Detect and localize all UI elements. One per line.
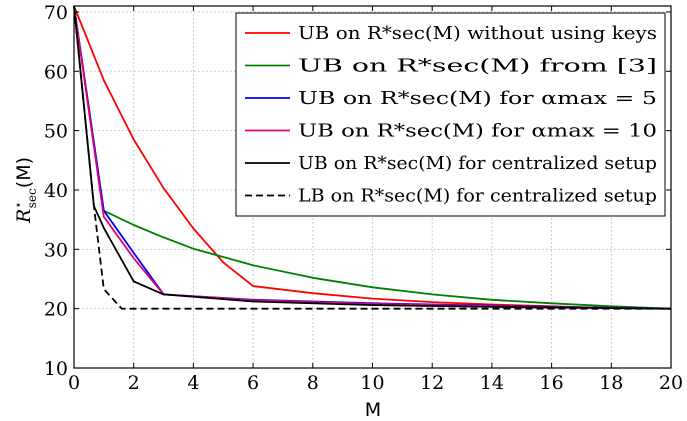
series-line-2 bbox=[73, 5, 672, 310]
x-tick-label: 2 bbox=[128, 372, 140, 394]
y-tick-label: 50 bbox=[44, 121, 68, 143]
svg-text:R⋆sec(M): R⋆sec(M) bbox=[11, 157, 39, 224]
legend-label: UB on R*sec(M) without using keys bbox=[298, 23, 657, 44]
y-tick-label: 30 bbox=[44, 239, 68, 261]
x-tick-label: 10 bbox=[360, 372, 384, 394]
series-line-5 bbox=[73, 5, 672, 310]
x-tick-label: 14 bbox=[480, 372, 504, 394]
x-tick-label: 16 bbox=[540, 372, 564, 394]
legend-label: UB on R*sec(M) from [3] bbox=[298, 56, 657, 77]
series-line-6 bbox=[73, 5, 671, 310]
tick-labels: 0 2 4 6 8 10 12 14 16 18 20 10 20 30 40 50 60 70 bbox=[44, 2, 683, 394]
x-axis-label: M bbox=[365, 399, 381, 421]
y-tick-label: 20 bbox=[44, 299, 68, 321]
x-tick-label: 8 bbox=[307, 372, 319, 394]
y-tick-label: 40 bbox=[44, 180, 68, 202]
y-tick-label: 70 bbox=[44, 2, 68, 24]
y-tick-label: 10 bbox=[44, 358, 68, 380]
x-tick-label: 18 bbox=[599, 372, 623, 394]
x-tick-label: 20 bbox=[659, 372, 683, 394]
legend-label: UB on R*sec(M) for centralized setup bbox=[298, 153, 657, 174]
legend-label: LB on R*sec(M) for centralized setup bbox=[298, 186, 657, 207]
x-tick-label: 12 bbox=[420, 372, 444, 394]
legend: UB on R*sec(M) without using keys UB on R… bbox=[235, 12, 666, 217]
series-layer bbox=[73, 5, 672, 310]
y-axis-label: R⋆sec(M) bbox=[11, 157, 39, 224]
legend-box bbox=[235, 12, 666, 217]
x-tick-label: 6 bbox=[247, 372, 259, 394]
x-tick-label: 0 bbox=[68, 372, 80, 394]
legend-label: UB on R*sec(M) for αmax = 5 bbox=[298, 88, 657, 109]
legend-label: UB on R*sec(M) for αmax = 10 bbox=[298, 121, 657, 142]
x-tick-label: 4 bbox=[187, 372, 199, 394]
y-tick-label: 60 bbox=[44, 61, 68, 83]
axis-ticks bbox=[73, 6, 672, 369]
